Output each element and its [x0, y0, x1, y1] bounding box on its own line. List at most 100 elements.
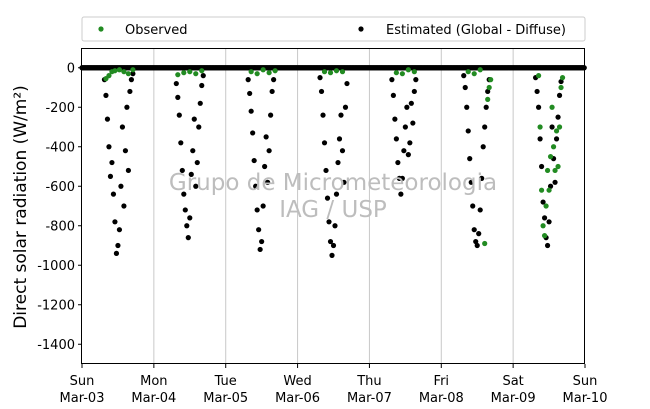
data-point	[125, 167, 132, 174]
y-tick-label: -800	[45, 219, 75, 234]
data-point	[547, 183, 554, 189]
x-tick-label-day: Sun	[573, 374, 598, 389]
data-point	[268, 112, 274, 118]
data-point	[335, 159, 341, 166]
data-point	[248, 108, 254, 114]
data-point	[482, 240, 488, 247]
data-point	[257, 246, 263, 253]
y-axis-label: Direct solar radiation (W/m²)	[11, 85, 31, 329]
data-point	[254, 207, 260, 213]
data-point	[540, 223, 546, 229]
data-point	[109, 159, 115, 166]
legend-label-observed: Observed	[125, 23, 188, 38]
data-point	[552, 167, 558, 174]
data-point	[479, 175, 485, 181]
data-point	[399, 175, 405, 181]
data-series	[79, 65, 587, 258]
y-axis-ticks: 0 -200 -400 -600 -800 -1000 -1200 -1400	[37, 61, 82, 353]
data-point	[125, 71, 132, 77]
data-point	[263, 134, 269, 140]
data-point	[323, 167, 329, 174]
data-point	[127, 88, 133, 95]
data-point	[477, 207, 483, 213]
data-point	[471, 71, 477, 77]
data-point	[556, 124, 563, 130]
x-tick-label-day: Wed	[283, 374, 311, 389]
data-point	[317, 75, 323, 81]
watermark-line-1: Grupo de Micrometeorologia	[169, 170, 497, 196]
y-tick-label: -400	[45, 140, 75, 155]
data-point	[485, 88, 491, 95]
data-point	[540, 199, 546, 205]
baseline-points	[79, 65, 587, 71]
data-point	[473, 238, 479, 245]
data-point	[405, 67, 411, 73]
data-point	[552, 179, 558, 185]
data-point	[318, 88, 325, 95]
data-point	[549, 104, 555, 110]
data-point	[556, 92, 563, 98]
data-point	[193, 183, 199, 189]
watermark-line-2: IAG / USP	[279, 197, 387, 223]
data-point	[405, 152, 411, 158]
data-point	[470, 203, 476, 209]
data-point	[272, 68, 278, 74]
data-point	[333, 191, 340, 197]
data-point	[485, 96, 491, 102]
data-point	[194, 159, 200, 166]
data-point	[550, 144, 557, 150]
data-point	[537, 136, 543, 142]
data-point	[256, 227, 262, 233]
data-point	[404, 104, 410, 110]
data-point	[558, 84, 564, 91]
data-point	[395, 159, 401, 166]
data-point	[398, 191, 404, 197]
data-point	[103, 92, 109, 98]
y-tick-label: -1400	[37, 338, 75, 353]
data-point	[336, 136, 343, 142]
data-point	[553, 136, 560, 142]
data-point	[104, 116, 111, 122]
data-point	[543, 203, 549, 209]
x-tick-label-day: Fri	[434, 374, 450, 389]
data-point	[541, 215, 548, 221]
data-point	[259, 238, 265, 245]
x-axis-ticks: Sun Mar-03 Mon Mar-04 Tue Mar-05 Wed Mar-06 Thu M…	[60, 364, 607, 406]
y-tick-label: 0	[67, 61, 75, 76]
data-point	[407, 140, 413, 146]
data-point	[338, 112, 344, 118]
x-tick-label-day: Thu	[356, 374, 381, 389]
data-point	[413, 77, 419, 83]
data-point	[265, 179, 271, 185]
data-point	[329, 252, 335, 258]
data-point	[199, 82, 205, 89]
data-point	[483, 104, 489, 110]
data-point	[187, 69, 193, 75]
data-point	[411, 69, 417, 75]
data-point	[181, 70, 187, 76]
data-point	[269, 88, 275, 95]
data-point	[327, 70, 334, 76]
data-point	[330, 242, 337, 249]
data-point	[544, 242, 551, 249]
x-tick-label-date: Mar-03	[60, 391, 105, 406]
y-tick-label: -200	[45, 101, 75, 116]
data-point	[179, 167, 185, 174]
data-point	[468, 179, 474, 185]
data-point	[247, 90, 253, 97]
data-point	[401, 148, 407, 154]
series-observed	[103, 67, 566, 247]
data-point	[130, 71, 136, 77]
data-point	[107, 173, 114, 179]
data-point	[558, 78, 564, 85]
legend-frame	[81, 16, 586, 42]
data-point	[549, 124, 555, 130]
data-point	[118, 183, 124, 189]
data-point	[254, 71, 260, 77]
data-point	[462, 84, 468, 91]
data-point	[112, 68, 118, 74]
data-point	[555, 163, 561, 170]
x-tick-label-date: Mar-05	[203, 391, 248, 406]
data-point	[178, 140, 184, 146]
data-point	[266, 70, 272, 76]
